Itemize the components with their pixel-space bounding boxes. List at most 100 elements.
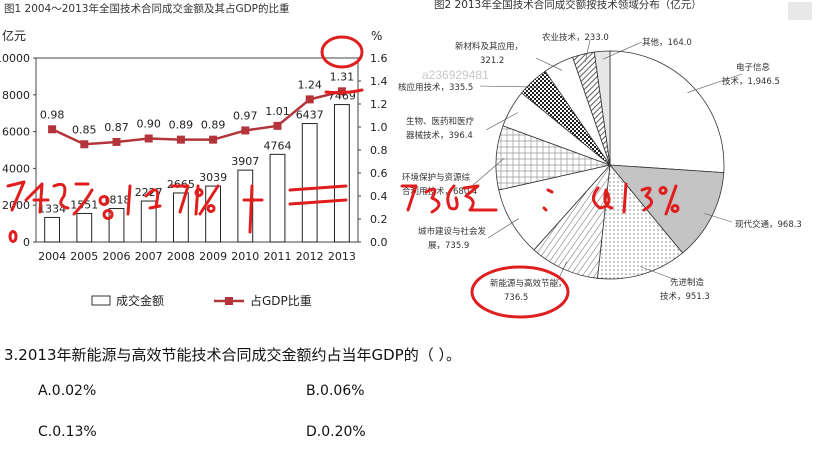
y2-tick-label: 1.6 [370, 52, 388, 65]
bar-value-label: 1334 [38, 202, 66, 215]
ratio-label: 1.01 [265, 105, 290, 118]
pie-label-he: 核应用技术，335.5 [398, 82, 473, 93]
pie-leader-lines [471, 39, 743, 285]
pie-label-huanjing-2: 合利用技术，680.4 [402, 186, 477, 197]
pie-label-nengyuan-2: 736.5 [504, 293, 528, 303]
leader-line [535, 57, 563, 71]
pie-label-shengwu-2: 器械技术，396.4 [406, 130, 473, 141]
leader-line [602, 41, 643, 60]
leader-line [584, 39, 591, 62]
ratio-point [80, 140, 89, 149]
bar [76, 212, 93, 243]
data-labels: 1334 1551 18182227266530393907476464377469… [38, 70, 356, 215]
handwritten-annotations [6, 35, 680, 319]
x-tick-label: 2006 [103, 250, 131, 263]
ratio-label: 1.31 [330, 70, 355, 83]
y2-tick-label: 0.2 [370, 213, 388, 226]
ratio-line [51, 90, 343, 146]
pie-slice [593, 50, 611, 166]
pie-label-jiaotong: 现代交通，968.3 [735, 219, 802, 230]
pie-label-cailiao-2: 321.2 [480, 56, 504, 66]
watermark: a236929481 [422, 68, 489, 82]
x-tick-label: 2012 [296, 250, 324, 263]
chart1-title: 图1 2004～2013年全国技术合同成交金额及其占GDP的比重 [4, 2, 290, 15]
ratio-point [48, 125, 57, 134]
option-a[interactable]: A.0.02% [38, 383, 97, 399]
leader-line [485, 112, 519, 131]
leader-line [704, 213, 733, 223]
ratio-label: 0.97 [233, 109, 258, 122]
ratio-label: 0.98 [40, 108, 65, 121]
bar-value-label: 1551 [70, 198, 98, 211]
pie-label-zhizao-2: 技术，951.3 [660, 291, 710, 302]
pie-label-chengshi: 城市建设与社会发 [418, 226, 487, 237]
bar-value-label: 2665 [167, 178, 195, 191]
bar-series [44, 104, 350, 243]
y-tick-label: 10000 [0, 52, 30, 65]
bar [301, 123, 318, 243]
chart1-plot: 10000 8000 6000 4000 2000 0 1.6 1.4 1.2 1.0 0.8 0.6… [0, 52, 388, 263]
pie-chart [495, 50, 725, 280]
pie-label-dianzi: 电子信息 [736, 62, 771, 73]
y-tick-label: 2000 [2, 199, 30, 212]
x-tick-label: 2013 [328, 250, 356, 263]
underline-7469-annotation [324, 88, 364, 95]
legend-bar-label: 成交金额 [116, 293, 164, 308]
x-tick-label: 2009 [199, 250, 227, 263]
x-tick-label: 2008 [167, 250, 195, 263]
pie-labels: 电子信息 技术，1,946.5 现代交通，968.3 先进制造 技术，951.3… [398, 32, 802, 303]
ratio-label: 0.87 [104, 121, 129, 134]
pie-label-cailiao: 新材料及其应用， [455, 41, 523, 52]
y2-tick-label: 0.6 [370, 167, 388, 180]
option-c[interactable]: C.0.13% [38, 424, 97, 440]
leader-line [471, 157, 505, 187]
bar-value-label: 6437 [296, 109, 324, 122]
ratio-point [209, 135, 218, 144]
pie-label-nengyuan: 新能源与高效节能， [490, 278, 567, 289]
y-tick-label: 0 [23, 236, 30, 249]
bar-value-label: 3907 [231, 155, 259, 168]
bar [269, 153, 286, 243]
ratio-point [112, 137, 121, 146]
y2-tick-label: 0.4 [370, 190, 388, 203]
pie-label-zhizao: 先进制造 [670, 277, 705, 288]
leader-line [687, 73, 743, 93]
ratio-point [241, 126, 250, 135]
pie-label-huanjing: 环境保护与资源综 [402, 172, 471, 183]
bar [333, 104, 350, 243]
leader-line [640, 266, 677, 281]
pie-label-chengshi-2: 展，735.9 [428, 241, 469, 251]
y2-tick-label: 1.0 [370, 121, 388, 134]
ratio-label: 0.85 [72, 123, 97, 136]
ratio-point [176, 135, 185, 144]
leader-line [487, 218, 519, 239]
expand-icon[interactable] [788, 2, 812, 20]
bar-value-label: 4764 [264, 139, 292, 152]
ratio-point [273, 121, 282, 130]
y-tick-label: 4000 [2, 162, 30, 175]
ratio-label: 0.89 [169, 119, 194, 132]
leader-line [479, 85, 539, 88]
pie-slice [609, 50, 725, 174]
y2-tick-label: 1.2 [370, 98, 388, 111]
bar [44, 216, 61, 243]
option-b[interactable]: B.0.06% [306, 383, 365, 399]
y2-tick-label: 0.0 [370, 236, 388, 249]
ratio-label: 0.89 [201, 119, 226, 132]
pie-slice [596, 164, 684, 280]
ratio-point [305, 95, 314, 104]
bar-value-label: 3039 [199, 171, 227, 184]
legend-line-marker [225, 297, 233, 305]
option-d[interactable]: D.0.20% [306, 424, 366, 440]
handwritten-ratio-right [400, 182, 680, 216]
y2-axis-label: % [371, 29, 382, 43]
bar [172, 192, 189, 243]
y-tick-label: 6000 [2, 126, 30, 139]
y2-tick-label: 1.4 [370, 75, 388, 88]
chart2-title: 图2 2013年全国技术合同成交额按技术领域分布（亿元） [434, 0, 702, 11]
legend-line-label: 占GDP比重 [250, 293, 312, 308]
y-axis-label: 亿元 [2, 28, 26, 43]
x-tick-label: 2004 [38, 250, 66, 263]
pie-label-dianzi-2: 技术，1,946.5 [722, 76, 780, 87]
legend-bar-swatch [91, 295, 111, 306]
